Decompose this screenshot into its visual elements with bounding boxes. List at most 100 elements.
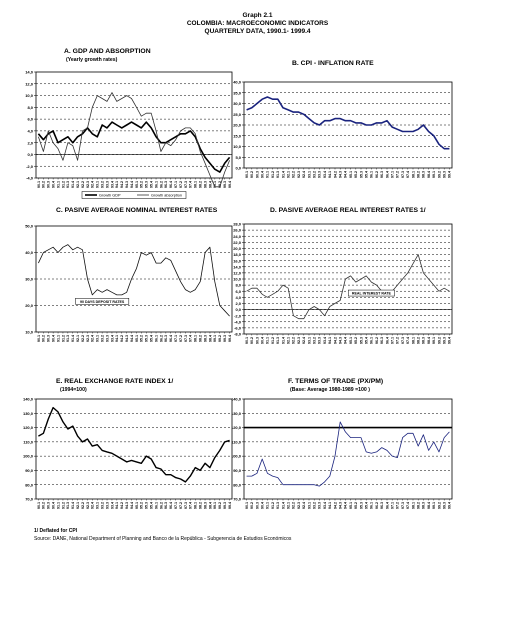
- x-tick-label: 94.3: [125, 181, 129, 188]
- x-tick-label: 93.2: [100, 335, 104, 342]
- x-tick-label: 92.3: [86, 335, 90, 342]
- x-tick-label: 90.2: [42, 335, 46, 342]
- x-tick-label: 96.1: [154, 181, 158, 188]
- x-tick-label: 91.3: [276, 502, 280, 509]
- x-tick-label: 98.4: [427, 502, 431, 509]
- x-tick-label: 94.1: [328, 502, 332, 509]
- x-tick-label: 92.1: [76, 335, 80, 342]
- x-tick-label: 90.2: [250, 502, 254, 509]
- x-tick-label: 97.3: [184, 181, 188, 188]
- x-tick-label: 90.1: [245, 171, 249, 178]
- y-tick-label: 6,0: [27, 117, 33, 122]
- x-tick-label: 96.1: [154, 502, 158, 509]
- x-tick-label: 98.1: [194, 502, 198, 509]
- x-tick-label: 90.3: [47, 335, 51, 342]
- x-tick-label: 95.1: [349, 502, 353, 509]
- x-tick-label: 99.4: [228, 181, 232, 188]
- x-tick-label: 93.1: [96, 335, 100, 342]
- x-tick-label: 94.4: [130, 181, 134, 188]
- x-tick-label: 97.1: [391, 171, 395, 178]
- x-tick-label: 94.2: [333, 171, 337, 178]
- x-tick-label: 99.3: [223, 502, 227, 509]
- x-tick-label: 95.2: [140, 181, 144, 188]
- x-tick-label: 92.3: [297, 337, 301, 344]
- panel-f-title: F. TERMS OF TRADE (PX/PM): [288, 378, 384, 385]
- x-tick-label: 95.3: [359, 502, 363, 509]
- x-tick-label: 94.3: [339, 171, 343, 178]
- annotation-box: [75, 298, 130, 305]
- x-tick-label: 90.1: [37, 181, 41, 188]
- panel-f-subtitle: (Base: Average 1980-1989 =100 ): [290, 387, 370, 393]
- x-tick-label: 96.4: [385, 337, 389, 344]
- x-tick-label: 97.4: [406, 171, 410, 178]
- x-tick-label: 99.2: [218, 502, 222, 509]
- x-tick-label: 98.1: [411, 171, 415, 178]
- x-tick-label: 94.2: [333, 337, 337, 344]
- y-tick-label: 120,0: [232, 425, 242, 430]
- x-tick-label: 92.2: [81, 181, 85, 188]
- y-tick-label: 0,0: [235, 307, 241, 312]
- x-tick-label: 97.4: [406, 337, 410, 344]
- x-tick-label: 91.3: [66, 335, 70, 342]
- footnote-source: Source: DANE, National Department of Pla…: [34, 536, 292, 542]
- x-tick-label: 93.1: [96, 181, 100, 188]
- figure-title: COLOMBIA: MACROECONOMIC INDICATORS: [186, 20, 329, 27]
- x-tick-label: 96.4: [385, 171, 389, 178]
- x-tick-label: 92.3: [297, 171, 301, 178]
- y-tick-label: 40,0: [233, 80, 242, 85]
- y-tick-label: 120,0: [23, 425, 34, 430]
- x-tick-label: 90.3: [255, 502, 259, 509]
- x-tick-label: 92.4: [302, 337, 306, 344]
- chart-panel-f: 70,0 80,0 90,0 100,0 110,0 120,0 130,0 140,0 90.…: [232, 397, 453, 509]
- x-tick-label: 98.3: [422, 171, 426, 178]
- x-tick-label: 95.1: [349, 337, 353, 344]
- y-tick-label: 15,0: [233, 133, 242, 138]
- y-tick-label: 0,0: [27, 152, 33, 157]
- x-tick-label: 93.4: [323, 171, 327, 178]
- x-tick-label: 94.1: [115, 335, 119, 342]
- x-tick-label: 96.4: [169, 181, 173, 188]
- x-tick-label: 99.2: [437, 171, 441, 178]
- x-tick-label: 93.3: [318, 337, 322, 344]
- x-tick-label: 90.4: [51, 181, 55, 188]
- x-tick-label: 98.1: [194, 335, 198, 342]
- x-tick-label: 93.2: [100, 502, 104, 509]
- x-tick-label: 97.2: [179, 181, 183, 188]
- x-tick-label: 90.2: [42, 181, 46, 188]
- x-tick-label: 95.1: [135, 502, 139, 509]
- x-tick-label: 97.3: [401, 171, 405, 178]
- x-tick-label: 96.4: [169, 335, 173, 342]
- y-tick-label: 110,0: [23, 439, 34, 444]
- x-tick-label: 96.1: [370, 502, 374, 509]
- y-tick-label: 22,0: [233, 240, 242, 245]
- x-tick-label: 98.1: [194, 181, 198, 188]
- y-tick-label: 100,0: [232, 454, 242, 459]
- x-tick-label: 99.2: [218, 181, 222, 188]
- x-tick-label: 93.3: [318, 171, 322, 178]
- x-tick-label: 95.3: [145, 181, 149, 188]
- chart-panel-a: -4,0-2,00,02,04,06,08,010,012,014,090.1 9…: [25, 70, 233, 199]
- x-tick-label: 90.1: [245, 337, 249, 344]
- x-tick-label: 92.3: [86, 502, 90, 509]
- x-tick-label: 94.4: [130, 335, 134, 342]
- x-tick-label: 95.2: [354, 502, 358, 509]
- chart-panel-e: 70,0 80,0 90,0 100,0 110,0 120,0 130,0 140,0 90.…: [23, 397, 233, 509]
- x-tick-label: 96.2: [159, 502, 163, 509]
- x-tick-label: 93.3: [105, 335, 109, 342]
- graph-number: Graph 2.1: [242, 12, 273, 19]
- x-tick-label: 91.1: [56, 502, 60, 509]
- x-tick-label: 95.4: [365, 171, 369, 178]
- x-tick-label: 96.4: [169, 502, 173, 509]
- x-tick-label: 94.4: [130, 502, 134, 509]
- x-tick-label: 96.1: [370, 171, 374, 178]
- y-tick-label: 20,0: [233, 246, 242, 251]
- y-tick-label: -4,0: [26, 176, 34, 181]
- x-tick-label: 91.2: [271, 502, 275, 509]
- y-tick-label: 80,0: [233, 482, 242, 487]
- x-tick-label: 98.3: [203, 502, 207, 509]
- x-tick-label: 91.4: [71, 181, 75, 188]
- y-tick-label: -2,0: [26, 164, 34, 169]
- x-tick-label: 93.4: [110, 502, 114, 509]
- x-tick-label: 91.2: [271, 337, 275, 344]
- x-tick-label: 98.2: [198, 335, 202, 342]
